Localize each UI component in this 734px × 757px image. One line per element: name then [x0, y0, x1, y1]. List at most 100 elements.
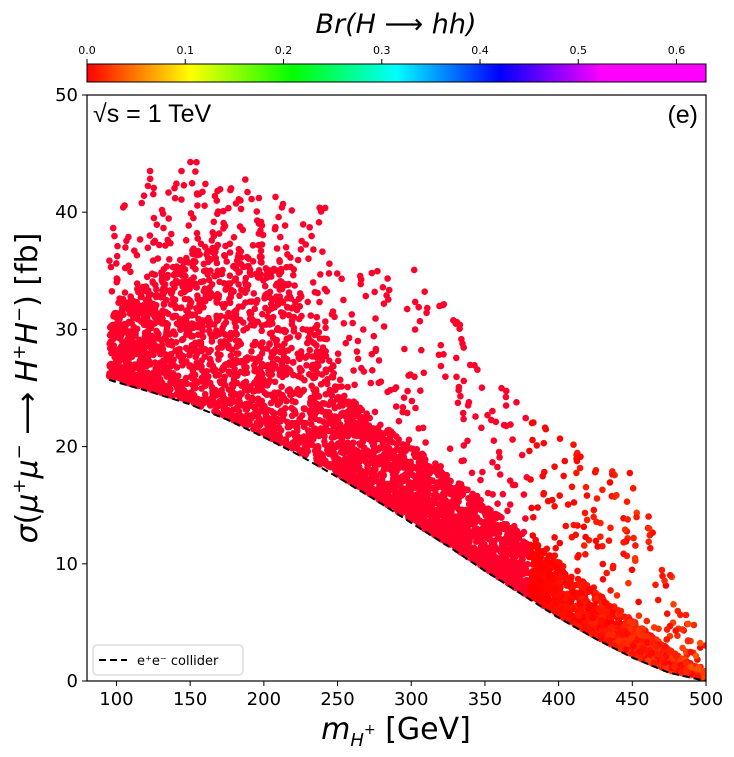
scatter-point	[500, 421, 508, 429]
scatter-point	[308, 382, 316, 390]
scatter-point	[420, 369, 428, 377]
scatter-point	[395, 436, 403, 443]
scatter-point	[545, 572, 552, 580]
scatter-point	[219, 366, 226, 373]
scatter-point	[322, 412, 330, 419]
scatter-point	[208, 237, 216, 244]
scatter-point	[343, 422, 351, 429]
scatter-point	[162, 356, 170, 364]
scatter-point	[375, 431, 382, 439]
scatter-point	[262, 411, 270, 419]
scatter-point	[168, 350, 175, 358]
scatter-point	[275, 213, 282, 221]
scatter-point	[569, 612, 576, 620]
scatter-point	[131, 362, 139, 370]
scatter-point	[202, 180, 209, 188]
scatter-point	[556, 578, 563, 585]
scatter-point	[262, 265, 270, 272]
scatter-point	[572, 531, 580, 539]
scatter-point	[490, 525, 498, 532]
scatter-point	[488, 543, 496, 551]
scatter-point	[214, 208, 222, 215]
scatter-point	[684, 637, 692, 644]
scatter-point	[494, 500, 501, 508]
scatter-point	[132, 350, 140, 358]
scatter-point	[468, 469, 476, 477]
scatter-point	[540, 601, 548, 608]
scatter-point	[636, 648, 643, 656]
scatter-point	[220, 321, 228, 329]
scatter-point	[594, 543, 601, 550]
scatter-point	[265, 379, 273, 387]
colorbar-tick-label: 0.6	[668, 44, 686, 57]
scatter-point	[266, 340, 273, 347]
scatter-point	[421, 462, 429, 470]
scatter-point	[325, 270, 333, 277]
scatter-point	[534, 504, 541, 511]
scatter-point	[366, 467, 374, 475]
scatter-point	[140, 381, 147, 389]
scatter-point	[232, 412, 239, 420]
scatter-point	[340, 296, 347, 304]
scatter-point	[279, 373, 286, 381]
scatter-point	[334, 357, 342, 365]
scatter-point	[546, 552, 554, 559]
scatter-point	[474, 366, 481, 374]
scatter-point	[251, 362, 258, 369]
scatter-point	[144, 182, 152, 190]
scatter-point	[490, 550, 497, 558]
scatter-point	[410, 472, 417, 479]
scatter-point	[219, 266, 226, 274]
scatter-point	[551, 463, 558, 471]
scatter-point	[121, 264, 129, 272]
scatter-point	[247, 383, 254, 390]
scatter-point	[444, 530, 452, 537]
scatter-point	[337, 394, 345, 402]
scatter-point	[369, 367, 376, 374]
scatter-point	[502, 393, 510, 401]
scatter-point	[311, 288, 319, 296]
scatter-point	[322, 391, 330, 398]
scatter-point	[489, 491, 497, 498]
scatter-point	[582, 551, 589, 558]
scatter-point	[425, 490, 432, 498]
scatter-point	[266, 272, 274, 280]
scatter-point	[219, 301, 226, 308]
scatter-point	[272, 338, 280, 345]
scatter-point	[207, 399, 215, 407]
scatter-point	[441, 506, 449, 514]
scatter-point	[169, 356, 177, 364]
scatter-point	[291, 282, 298, 289]
colorbar-tick-label: 0.3	[373, 44, 391, 57]
scatter-point	[609, 468, 616, 475]
scatter-point	[460, 377, 468, 385]
scatter-point	[245, 412, 253, 419]
scatter-point	[411, 326, 419, 333]
scatter-point	[130, 323, 138, 331]
scatter-point	[163, 274, 171, 282]
scatter-point	[354, 355, 362, 363]
scatter-point	[588, 602, 596, 609]
scatter-point	[162, 242, 169, 249]
scatter-point	[606, 602, 614, 610]
scatter-point	[405, 500, 413, 508]
scatter-point	[223, 313, 230, 321]
scatter-point	[377, 421, 384, 429]
scatter-point	[321, 285, 329, 293]
scatter-point	[519, 530, 526, 538]
scatter-point	[696, 639, 704, 647]
scatter-point	[371, 408, 379, 416]
scatter-point	[262, 304, 269, 312]
scatter-point	[307, 312, 315, 319]
scatter-point	[573, 469, 580, 477]
scatter-point	[211, 366, 219, 374]
scatter-point	[694, 665, 701, 673]
scatter-point	[199, 188, 206, 196]
scatter-point	[253, 208, 261, 215]
scatter-series	[105, 158, 706, 681]
scatter-point	[211, 272, 218, 280]
scatter-point	[412, 404, 419, 412]
scatter-point	[143, 273, 151, 281]
scatter-point	[134, 341, 141, 348]
scatter-point	[349, 319, 357, 327]
